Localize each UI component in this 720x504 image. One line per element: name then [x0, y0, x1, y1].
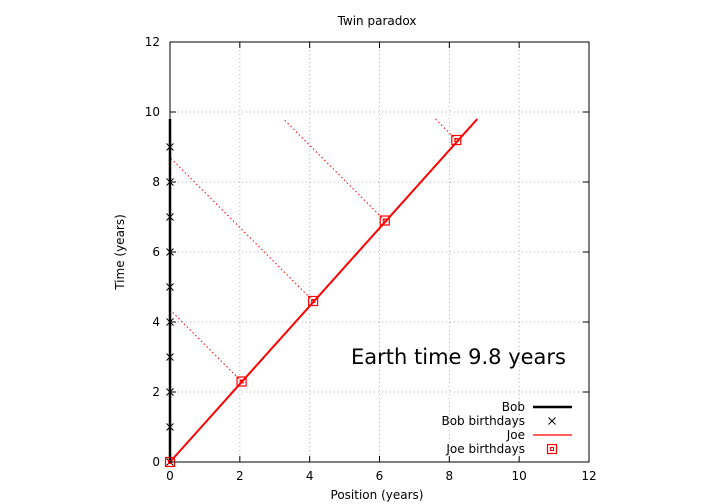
joe-line: [169, 118, 479, 463]
grid-lines: [170, 42, 589, 462]
legend-label-joe: Joe: [506, 428, 525, 442]
x-axis-label: Position (years): [331, 488, 424, 502]
y-axis-label: Time (years): [113, 214, 127, 291]
square-outer: [379, 215, 390, 226]
y-tick-label: 4: [152, 315, 160, 329]
series-layer: [164, 118, 479, 468]
joe-birthdays-point: [451, 134, 462, 146]
square-outer: [308, 295, 319, 307]
square-outer: [546, 443, 558, 455]
chart-title: Twin paradox: [337, 14, 417, 28]
axis-ticks: [169, 41, 590, 463]
square-inner: [311, 299, 316, 303]
joe-birthdays-point: [379, 215, 390, 226]
x-marker-stroke: [548, 417, 556, 425]
y-tick-label: 10: [145, 105, 160, 119]
earth-time-annotation: Earth time 9.8 years: [351, 345, 566, 369]
simultaneity-line: [435, 118, 457, 141]
x-tick-label: 6: [376, 469, 384, 483]
square-inner: [550, 447, 554, 451]
simultaneity-line: [169, 157, 314, 302]
simultaneity-line: [169, 309, 242, 382]
y-tick-label: 6: [152, 245, 160, 259]
joe-birthdays-point: [308, 295, 319, 307]
y-tick-label: 12: [145, 35, 160, 49]
x-tick-label: 4: [306, 469, 314, 483]
simultaneity-lines: [169, 118, 457, 382]
x-tick-label: 12: [581, 469, 596, 483]
legend-sample-joe-birthdays: [546, 443, 558, 455]
y-tick-label: 8: [152, 175, 160, 189]
legend-sample-bob-birthdays: [548, 417, 556, 425]
x-tick-label: 8: [446, 469, 454, 483]
x-tick-label: 0: [166, 469, 174, 483]
legend-label-bob-birthdays: Bob birthdays: [441, 414, 525, 428]
x-tick-label: 2: [236, 469, 244, 483]
simultaneity-line: [283, 118, 386, 221]
legend-label-bob: Bob: [502, 400, 525, 414]
legend-label-joe-birthdays: Joe birthdays: [445, 442, 525, 456]
y-tick-label: 2: [152, 385, 160, 399]
square-inner: [454, 138, 459, 142]
square-inner: [382, 218, 387, 223]
square-inner: [239, 379, 244, 384]
square-outer: [451, 134, 462, 146]
joe-birthdays-point: [236, 376, 247, 387]
x-tick-labels: 0 2 4 6 8 10 12: [166, 469, 596, 483]
x-tick-label: 10: [512, 469, 527, 483]
y-tick-labels: 0 2 4 6 8 10 12: [145, 35, 160, 469]
y-tick-label: 0: [152, 455, 160, 469]
square-outer: [236, 376, 247, 387]
